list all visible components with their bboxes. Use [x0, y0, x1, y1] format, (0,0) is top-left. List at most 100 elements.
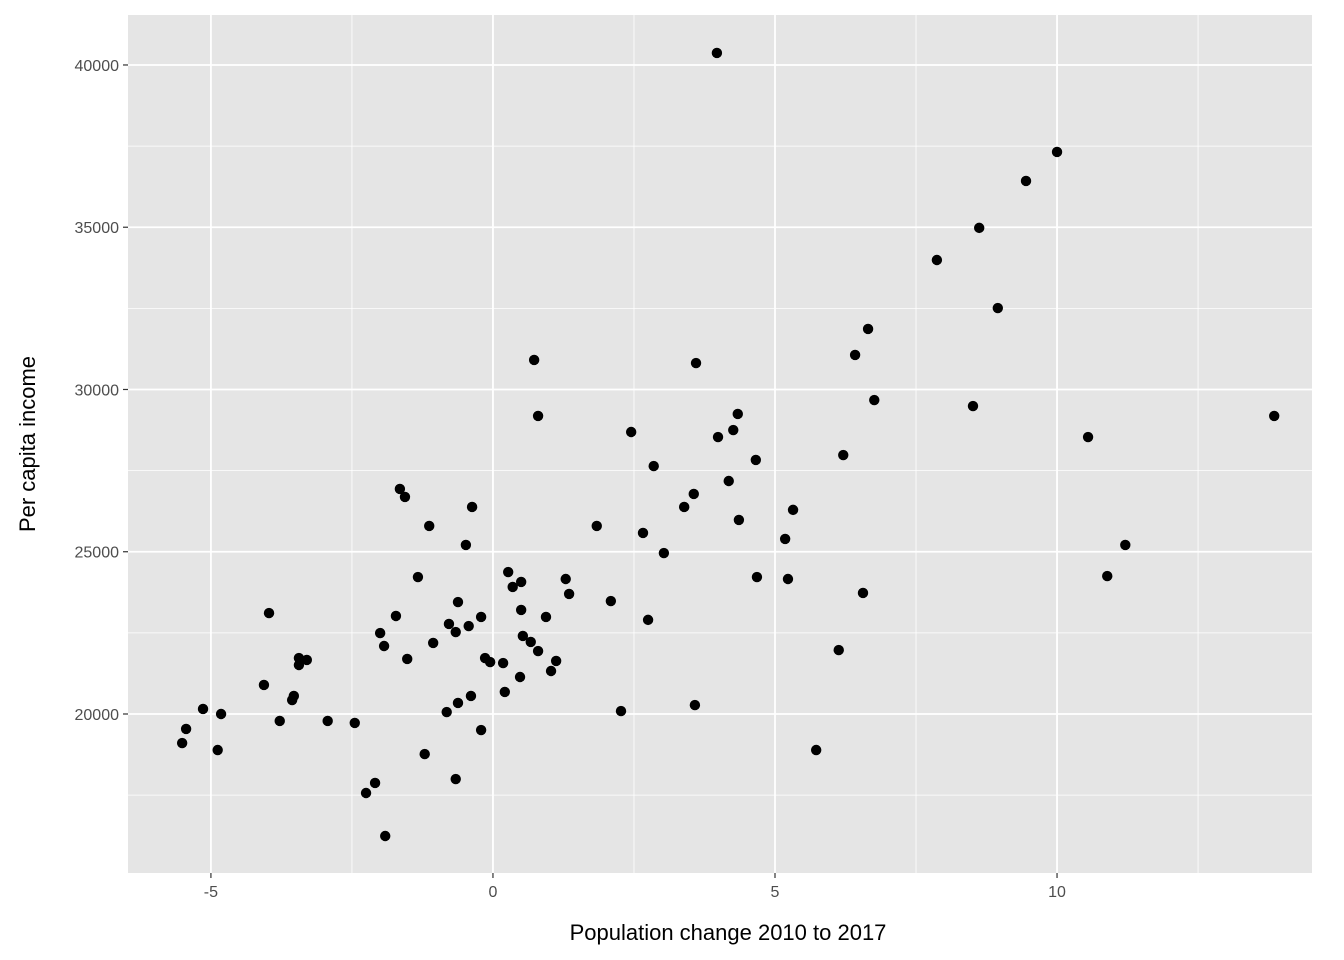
- data-point: [301, 654, 313, 666]
- data-point: [532, 410, 544, 422]
- data-point: [322, 715, 333, 727]
- data-point: [625, 426, 637, 438]
- y-tick-label: 30000: [75, 382, 120, 399]
- x-tick-label: 0: [489, 884, 498, 901]
- y-tick-label: 40000: [75, 58, 120, 75]
- data-point: [466, 501, 478, 513]
- data-point: [258, 679, 270, 691]
- data-point: [443, 618, 455, 630]
- data-point: [452, 596, 464, 608]
- data-point: [293, 659, 305, 671]
- data-point: [517, 630, 529, 642]
- data-point: [394, 483, 406, 495]
- data-point: [419, 748, 430, 760]
- data-point: [378, 640, 390, 652]
- data-point: [540, 611, 552, 623]
- data-point: [176, 737, 188, 749]
- data-point: [180, 723, 192, 735]
- data-point: [690, 357, 702, 369]
- data-point: [782, 573, 794, 585]
- x-tick-label: -5: [204, 884, 218, 901]
- data-point: [380, 830, 391, 842]
- data-point: [1020, 175, 1032, 187]
- data-point: [591, 520, 602, 532]
- data-point: [787, 504, 799, 516]
- data-point: [637, 527, 649, 539]
- x-tick-label: 5: [771, 884, 780, 901]
- y-tick-label: 25000: [75, 545, 120, 562]
- data-point: [723, 475, 734, 487]
- data-point: [688, 488, 699, 500]
- data-point: [514, 671, 526, 683]
- x-tick-label: 10: [1048, 884, 1066, 901]
- data-point: [973, 222, 985, 234]
- data-point: [349, 717, 360, 729]
- data-point: [390, 610, 402, 622]
- data-point: [712, 431, 724, 443]
- data-point: [197, 703, 209, 715]
- data-point: [475, 724, 487, 736]
- data-point: [779, 533, 791, 545]
- data-point: [532, 645, 544, 657]
- data-point: [452, 697, 464, 709]
- data-point: [550, 655, 562, 667]
- data-point: [1082, 431, 1094, 443]
- data-point: [862, 323, 874, 335]
- data-point: [263, 607, 275, 619]
- data-point: [833, 644, 844, 656]
- data-point: [658, 547, 670, 559]
- y-tick-label: 35000: [75, 220, 120, 237]
- data-point: [460, 539, 472, 551]
- data-point: [1120, 539, 1131, 551]
- data-point: [424, 520, 435, 532]
- y-tick-label: 20000: [75, 707, 120, 724]
- data-point: [711, 47, 723, 59]
- data-point: [849, 349, 861, 361]
- data-point: [215, 708, 227, 720]
- data-point: [502, 566, 514, 578]
- data-point: [728, 424, 739, 436]
- data-point: [733, 514, 745, 526]
- data-point: [463, 620, 474, 632]
- data-point: [450, 626, 461, 638]
- data-point: [648, 460, 659, 472]
- data-point: [750, 454, 762, 466]
- data-point: [931, 254, 943, 266]
- data-point: [525, 636, 536, 648]
- data-point: [360, 787, 372, 799]
- data-point: [967, 400, 979, 412]
- data-point: [441, 706, 452, 718]
- data-point: [497, 657, 509, 669]
- data-point: [1102, 570, 1113, 582]
- data-point: [560, 573, 571, 585]
- data-point: [402, 653, 413, 665]
- y-axis-title: Per capita income: [15, 356, 40, 532]
- data-point: [515, 604, 527, 616]
- plot-panel: [128, 15, 1312, 873]
- data-point: [450, 773, 461, 785]
- x-axis-title: Population change 2010 to 2017: [570, 920, 887, 945]
- data-point: [374, 627, 386, 639]
- data-point: [484, 656, 496, 668]
- data-point: [369, 777, 381, 789]
- data-point: [515, 576, 527, 588]
- data-point: [992, 302, 1004, 314]
- data-point: [810, 744, 822, 756]
- data-point: [689, 699, 701, 711]
- data-point: [465, 690, 477, 702]
- data-point: [475, 611, 487, 623]
- data-point: [678, 501, 690, 513]
- data-point: [286, 694, 298, 706]
- data-point: [212, 744, 223, 756]
- data-point: [732, 408, 743, 420]
- data-point: [751, 571, 763, 583]
- data-point: [528, 354, 540, 366]
- data-point: [545, 665, 557, 677]
- data-point: [642, 614, 654, 626]
- data-point: [1269, 410, 1280, 422]
- data-point: [615, 705, 627, 717]
- data-point: [563, 588, 575, 600]
- data-point: [499, 686, 511, 698]
- data-point: [427, 637, 439, 649]
- data-point: [507, 581, 518, 593]
